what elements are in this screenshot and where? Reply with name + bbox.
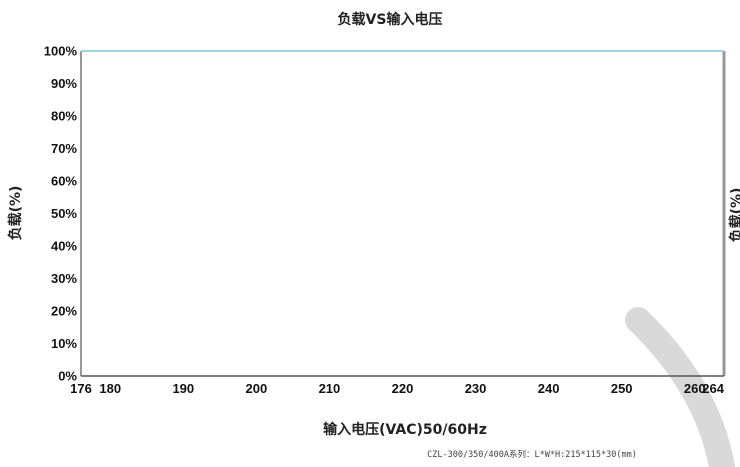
y-tick-label: 50% xyxy=(51,206,77,221)
y-axis-label-right: 负载(%) xyxy=(728,188,740,243)
y-tick-labels: 0% 10% 20% 30% 40% 50% 60% 70% 80% 90% 100% xyxy=(44,44,78,384)
x-tick-label: 200 xyxy=(246,381,268,396)
x-tick-label: 250 xyxy=(611,381,633,396)
x-tick-label: 230 xyxy=(465,381,487,396)
x-tick-label: 190 xyxy=(172,381,194,396)
y-tick-label: 80% xyxy=(51,109,77,124)
x-tick-label: 210 xyxy=(319,381,341,396)
y-tick-label: 40% xyxy=(51,239,77,254)
y-tick-label: 70% xyxy=(51,141,77,156)
x-tick-label: 264 xyxy=(702,381,724,396)
y-tick-label: 20% xyxy=(51,304,77,319)
watermark-arc xyxy=(625,307,735,467)
y-tick-label: 100% xyxy=(44,44,78,59)
x-tick-label: 240 xyxy=(538,381,560,396)
y-tick-label: 10% xyxy=(51,336,77,351)
y-axis-label: 负载(%) xyxy=(7,186,24,241)
model-dimensions-note: CZL-300/350/400A系列：L*W*H:215*115*30(mm) xyxy=(427,449,637,460)
x-axis-label: 输入电压(VAC)50/60Hz xyxy=(323,421,487,438)
x-tick-label: 180 xyxy=(99,381,121,396)
y-tick-label: 60% xyxy=(51,174,77,189)
x-tick-label: 260 xyxy=(684,381,706,396)
chart-title: 负载VS输入电压 xyxy=(338,11,443,28)
y-tick-label: 90% xyxy=(51,76,77,91)
y-tick-label: 0% xyxy=(58,369,77,384)
x-tick-label: 176 xyxy=(70,381,92,396)
x-tick-label: 220 xyxy=(392,381,414,396)
y-tick-label: 30% xyxy=(51,271,77,286)
